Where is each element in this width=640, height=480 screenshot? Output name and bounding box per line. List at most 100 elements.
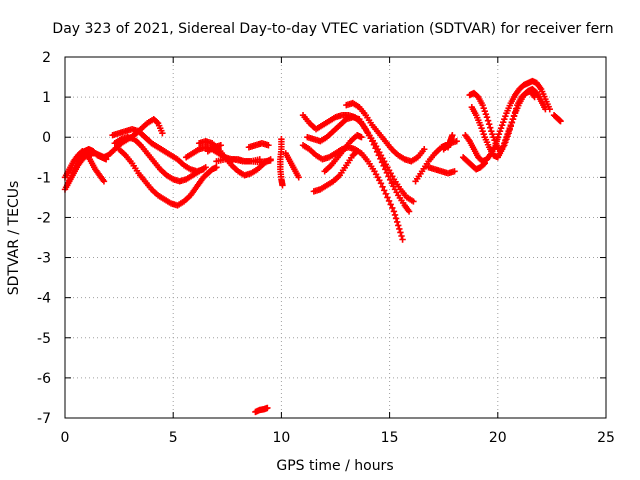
data-point bbox=[398, 232, 405, 240]
data-point bbox=[100, 178, 108, 185]
y-tick-label: -6 bbox=[37, 371, 51, 387]
data-point bbox=[391, 211, 399, 219]
y-tick-label: -2 bbox=[37, 210, 51, 226]
x-axis-label: GPS time / hours bbox=[276, 458, 393, 474]
data-point bbox=[385, 197, 393, 205]
data-point bbox=[502, 139, 509, 146]
x-tick-label: 0 bbox=[61, 430, 70, 446]
data-point bbox=[477, 121, 484, 129]
y-tick-label: -7 bbox=[37, 411, 51, 427]
data-point bbox=[502, 112, 509, 120]
data-point bbox=[488, 128, 495, 135]
data-point bbox=[501, 115, 508, 123]
data-point bbox=[497, 124, 505, 132]
data-point bbox=[264, 404, 271, 412]
x-tick-label: 20 bbox=[489, 430, 507, 446]
x-tick-label: 15 bbox=[381, 430, 399, 446]
data-point bbox=[267, 157, 274, 164]
y-tick-label: 0 bbox=[42, 130, 51, 146]
data-point bbox=[491, 137, 498, 144]
data-point bbox=[510, 112, 518, 119]
x-tick-label: 25 bbox=[597, 430, 615, 446]
data-point bbox=[405, 208, 413, 215]
y-tick-label: -3 bbox=[37, 251, 51, 267]
grid bbox=[65, 57, 606, 418]
data-point bbox=[496, 128, 504, 135]
data-point bbox=[395, 222, 402, 229]
data-point bbox=[393, 218, 401, 226]
data-point bbox=[397, 229, 404, 236]
data-point bbox=[213, 164, 220, 171]
y-tick-label: -1 bbox=[37, 170, 51, 186]
data-point bbox=[202, 164, 209, 171]
data-point bbox=[379, 183, 386, 191]
data-point bbox=[451, 168, 458, 175]
data-point bbox=[480, 104, 487, 112]
data-point bbox=[153, 118, 161, 126]
plot-frame bbox=[64, 56, 607, 419]
data-point bbox=[392, 215, 400, 222]
data-point bbox=[483, 113, 491, 121]
data-point bbox=[509, 115, 517, 123]
data-point bbox=[421, 146, 428, 153]
data-point bbox=[382, 190, 390, 198]
data-point bbox=[542, 105, 549, 113]
data-point bbox=[295, 174, 302, 181]
y-tick-label: 1 bbox=[42, 90, 51, 106]
data-point bbox=[444, 144, 452, 151]
data-point bbox=[279, 182, 286, 189]
data-points bbox=[61, 77, 564, 416]
data-point bbox=[490, 134, 497, 141]
data-point bbox=[384, 194, 391, 201]
data-point bbox=[389, 204, 396, 212]
data-point bbox=[410, 198, 417, 205]
data-point bbox=[396, 225, 403, 233]
data-point bbox=[453, 138, 460, 145]
y-tick-label: 2 bbox=[42, 50, 51, 66]
data-point bbox=[489, 131, 496, 138]
data-point bbox=[479, 101, 486, 109]
data-point bbox=[387, 201, 394, 208]
y-tick-label: -4 bbox=[37, 291, 51, 307]
ticks bbox=[64, 56, 607, 419]
data-point bbox=[512, 105, 520, 112]
data-point bbox=[159, 130, 166, 137]
data-point bbox=[498, 121, 506, 129]
data-point bbox=[358, 134, 365, 141]
data-point bbox=[507, 122, 514, 130]
data-point bbox=[485, 120, 493, 128]
data-point bbox=[478, 124, 485, 132]
data-point bbox=[353, 148, 361, 155]
data-point bbox=[495, 131, 503, 138]
data-point bbox=[500, 118, 507, 126]
chart-title: Day 323 of 2021, Sidereal Day-to-day VTE… bbox=[52, 21, 613, 37]
data-point bbox=[508, 119, 516, 126]
data-point bbox=[501, 142, 508, 149]
y-tick-label: -5 bbox=[37, 331, 51, 347]
x-tick-label: 10 bbox=[272, 430, 290, 446]
data-point bbox=[217, 142, 225, 149]
data-point bbox=[506, 126, 513, 133]
data-point bbox=[102, 156, 110, 163]
y-axis-label: SDTVAR / TECUs bbox=[6, 181, 22, 296]
data-point bbox=[479, 128, 486, 135]
data-point bbox=[380, 187, 388, 194]
data-point bbox=[484, 117, 492, 124]
data-point bbox=[557, 117, 564, 125]
data-point bbox=[352, 149, 360, 156]
data-point bbox=[399, 236, 406, 243]
data-point bbox=[504, 133, 511, 140]
tick-labels: 0 5 10 15 20 25 -7 -6 -5 -4 -3 -2 -1 0 1 2 bbox=[37, 50, 615, 446]
data-point bbox=[482, 110, 490, 118]
data-point bbox=[503, 136, 510, 143]
data-point bbox=[377, 180, 385, 187]
data-point bbox=[480, 131, 487, 138]
data-point bbox=[487, 124, 494, 131]
data-point bbox=[511, 108, 519, 116]
data-point bbox=[265, 142, 272, 149]
data-point bbox=[481, 107, 489, 115]
data-point bbox=[390, 208, 398, 215]
data-point bbox=[531, 93, 538, 101]
x-tick-label: 5 bbox=[169, 430, 178, 446]
